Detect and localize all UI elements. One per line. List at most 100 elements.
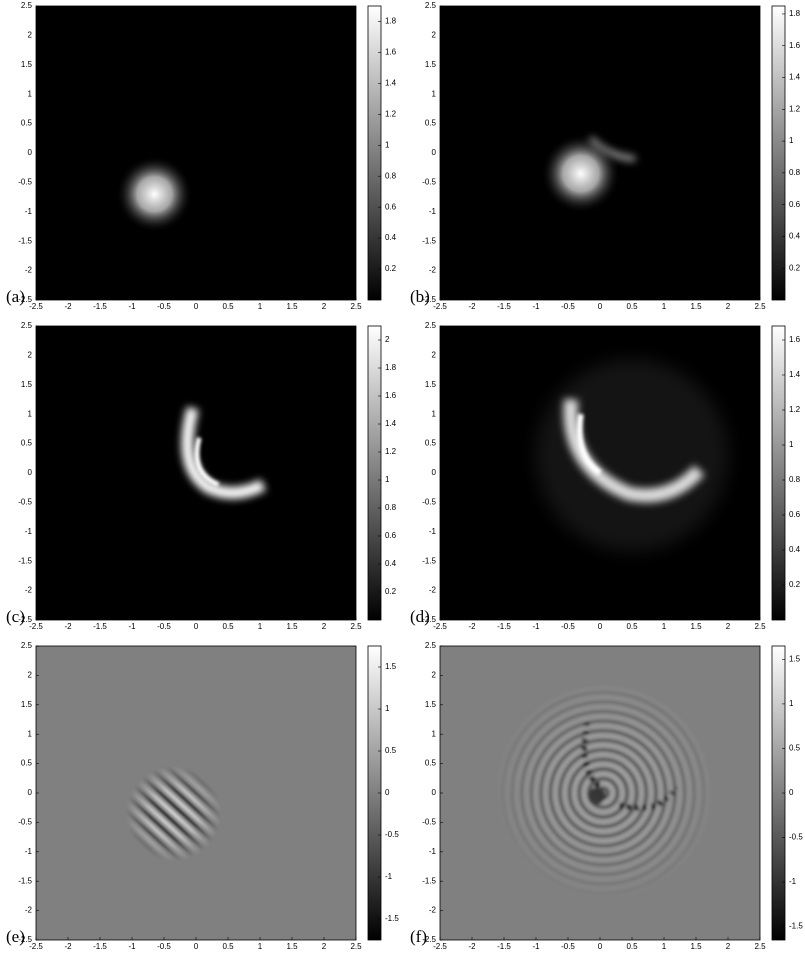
colorbar-tick-label: 0.4 <box>789 545 801 554</box>
colorbar-tick-label: 1 <box>789 440 794 449</box>
y-tick-label: 1.5 <box>21 380 33 389</box>
colorbar-tick-label: 1 <box>385 140 390 149</box>
x-tick-label: 2.5 <box>350 942 362 951</box>
colorbar-tick-label: 1 <box>385 704 390 713</box>
x-tick-label: 0 <box>194 942 199 951</box>
y-tick-label: -0.5 <box>422 818 436 827</box>
heatmap-image <box>36 646 356 940</box>
x-tick-label: -1 <box>532 302 540 311</box>
x-tick-label: 2 <box>726 302 731 311</box>
x-tick-label: -0.5 <box>561 622 575 631</box>
x-tick-label: 1 <box>258 942 263 951</box>
y-tick-label: 0 <box>28 468 33 477</box>
y-tick-label: 1.5 <box>21 60 33 69</box>
x-tick-label: -1.5 <box>497 302 511 311</box>
x-tick-label: -1.5 <box>497 942 511 951</box>
panel-label: (e) <box>6 927 25 946</box>
x-tick-label: 1.5 <box>286 942 298 951</box>
x-tick-label: 2.5 <box>754 302 766 311</box>
x-tick-label: -1.5 <box>93 302 107 311</box>
x-tick-label: -1 <box>128 302 136 311</box>
x-tick-label: 2 <box>726 942 731 951</box>
colorbar-tick-label: 0.8 <box>385 171 397 180</box>
intensity-arc <box>576 413 602 476</box>
colorbar-tick-label: 1.8 <box>789 9 801 18</box>
heatmap-image <box>440 646 760 940</box>
y-tick-label: 2 <box>432 351 437 360</box>
colorbar-tick-label: 0 <box>789 788 794 797</box>
colorbar-tick-label: 0.2 <box>385 587 397 596</box>
colorbar-tick-label: 1 <box>789 136 794 145</box>
x-tick-label: 0.5 <box>626 942 638 951</box>
intensity-arc <box>181 406 266 499</box>
x-tick-label: 1.5 <box>690 302 702 311</box>
y-tick-label: 2.5 <box>21 1 33 10</box>
y-tick-label: 2.5 <box>425 321 437 330</box>
x-tick-label: 1.5 <box>286 622 298 631</box>
y-tick-label: 1 <box>432 89 437 98</box>
y-tick-label: 2.5 <box>21 321 33 330</box>
x-tick-label: 1 <box>662 942 667 951</box>
colorbar-tick-label: 0.2 <box>789 263 801 272</box>
x-tick-label: -2.5 <box>29 622 43 631</box>
y-tick-label: 0.5 <box>425 759 437 768</box>
y-tick-label: 0 <box>432 148 437 157</box>
x-tick-label: 0 <box>598 622 603 631</box>
y-tick-label: -2 <box>429 586 437 595</box>
y-tick-label: 1 <box>28 89 33 98</box>
x-tick-label: 0.5 <box>222 622 234 631</box>
colorbar-tick-label: 1.6 <box>385 48 397 57</box>
x-tick-label: 2.5 <box>754 622 766 631</box>
x-tick-label: 0 <box>598 942 603 951</box>
panel: -2.5 -2 -1.5 -1 -0.5 0 0.5 1 1.5 2 2.5 -2.5 -2 -1.5 -1… <box>410 1 801 311</box>
y-tick-label: -2 <box>25 586 33 595</box>
colorbar-tick-label: 1.6 <box>789 41 801 50</box>
x-tick-label: -2 <box>468 622 476 631</box>
y-tick-label: -1 <box>25 847 33 856</box>
heatmap-image <box>440 6 760 300</box>
y-tick-label: -0.5 <box>422 498 436 507</box>
y-tick-label: -0.5 <box>18 498 32 507</box>
colorbar <box>367 5 382 301</box>
x-tick-label: -2 <box>64 302 72 311</box>
y-tick-label: -1.5 <box>18 876 32 885</box>
colorbar-tick-label: 1.6 <box>789 335 801 344</box>
y-tick-label: -1 <box>429 527 437 536</box>
heatmap-image <box>440 326 760 620</box>
heatmap-background <box>36 6 356 300</box>
colorbar-tick-label: 1.6 <box>385 391 397 400</box>
x-tick-label: -1.5 <box>93 622 107 631</box>
y-tick-label: 2 <box>28 351 33 360</box>
colorbar-tick-label: 0.5 <box>789 744 801 753</box>
y-tick-label: 0 <box>28 788 33 797</box>
colorbar-tick-label: 0.2 <box>789 580 801 589</box>
x-tick-label: 2 <box>322 942 327 951</box>
y-tick-label: -2.5 <box>422 615 436 624</box>
intensity-arc <box>194 437 220 488</box>
colorbar-tick-label: 0.6 <box>385 202 397 211</box>
x-tick-label: -0.5 <box>157 942 171 951</box>
panel: -2.5 -2 -1.5 -1 -0.5 0 0.5 1 1.5 2 2.5 -2.5 -2 -1.5 -1… <box>410 321 801 631</box>
colorbar-tick-label: 1.8 <box>385 363 397 372</box>
y-tick-label: 2.5 <box>425 641 437 650</box>
y-tick-label: 0.5 <box>425 119 437 128</box>
y-tick-label: -1 <box>25 207 33 216</box>
y-tick-label: -2 <box>25 266 33 275</box>
colorbar-tick-label: 0.6 <box>789 200 801 209</box>
interference-rings <box>496 686 711 900</box>
panel-label: (b) <box>410 287 430 306</box>
x-tick-label: 2 <box>322 302 327 311</box>
x-tick-label: 0 <box>194 302 199 311</box>
x-tick-label: -2.5 <box>433 942 447 951</box>
y-tick-label: 0 <box>432 788 437 797</box>
colorbar-tick-label: 1.2 <box>385 109 397 118</box>
x-tick-label: -2.5 <box>433 622 447 631</box>
colorbar-tick-label: 1.8 <box>385 17 397 26</box>
x-tick-label: -2 <box>468 942 476 951</box>
colorbar-tick-label: 0.8 <box>789 475 801 484</box>
y-tick-label: -0.5 <box>422 178 436 187</box>
colorbar-tick-label: 2 <box>385 335 390 344</box>
y-tick-label: 0 <box>432 468 437 477</box>
colorbar-tick-label: 0.8 <box>789 168 801 177</box>
colorbar-tick-label: -0.5 <box>385 830 399 839</box>
